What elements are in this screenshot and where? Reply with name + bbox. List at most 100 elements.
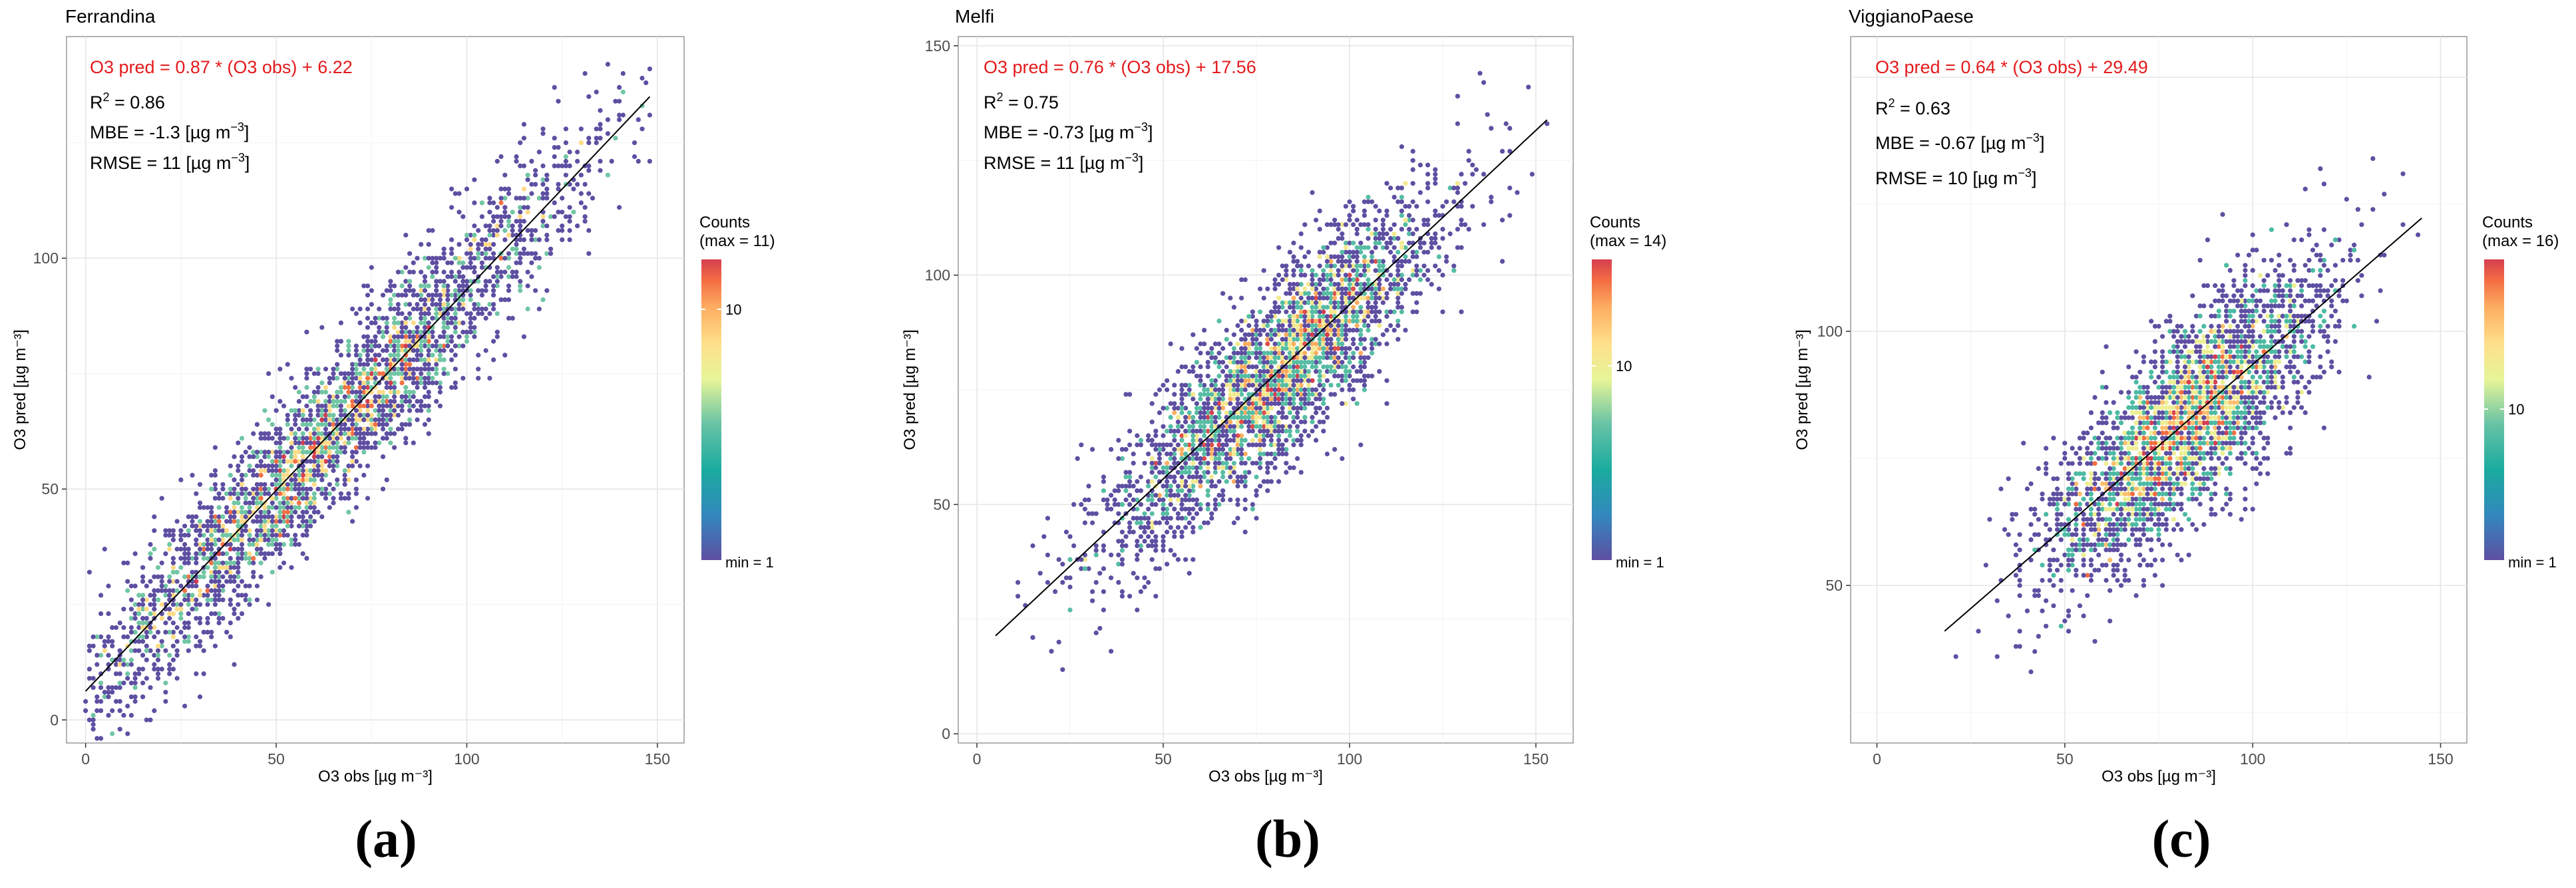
data-point [1212, 470, 1218, 475]
data-point [1295, 281, 1300, 287]
data-point [220, 523, 226, 529]
data-point [266, 602, 272, 607]
data-point [308, 422, 313, 427]
data-point [327, 436, 332, 441]
data-point [243, 597, 248, 603]
data-point [369, 431, 374, 436]
data-point [1399, 277, 1404, 283]
data-point [388, 440, 393, 446]
data-point [2126, 481, 2131, 486]
data-point [140, 574, 146, 579]
data-point [243, 450, 248, 455]
data-point [1314, 305, 1319, 310]
data-point [1037, 571, 1043, 576]
data-point [140, 620, 146, 626]
data-point [399, 325, 405, 330]
data-point [1183, 428, 1189, 434]
data-point [1216, 406, 1222, 411]
data-point [281, 436, 287, 441]
data-point [392, 339, 397, 344]
data-point [266, 528, 272, 533]
data-point [152, 611, 157, 617]
data-point [476, 241, 481, 247]
data-point [1205, 406, 1210, 411]
data-point [506, 255, 512, 261]
data-point [289, 500, 294, 506]
data-point [460, 214, 466, 220]
data-point [277, 533, 283, 538]
data-point [300, 422, 305, 427]
data-point [361, 334, 367, 339]
data-point [1302, 323, 1308, 329]
data-point [258, 496, 264, 501]
data-point [403, 384, 409, 390]
data-point [373, 408, 378, 413]
data-point [422, 357, 428, 363]
data-point [453, 279, 458, 284]
data-point [479, 288, 485, 293]
data-point [540, 191, 546, 196]
data-point [1391, 194, 1397, 200]
data-point [1198, 506, 1203, 512]
data-point [117, 680, 122, 686]
data-point [422, 394, 428, 400]
data-point [262, 528, 268, 533]
data-point [247, 468, 252, 474]
data-point [1172, 552, 1177, 557]
data-point [2201, 349, 2207, 355]
data-point [403, 376, 409, 381]
data-point [636, 117, 641, 122]
data-point [262, 436, 268, 441]
data-point [319, 491, 325, 496]
data-point [353, 389, 359, 395]
data-point [1153, 447, 1159, 452]
data-point [262, 482, 268, 487]
data-point [419, 339, 424, 344]
data-point [350, 412, 355, 418]
data-point [498, 255, 504, 261]
data-point [323, 403, 329, 408]
data-point [1343, 378, 1348, 383]
data-point [1343, 327, 1348, 333]
data-point [460, 274, 466, 279]
data-point [426, 293, 431, 298]
data-point [1399, 263, 1404, 269]
y-tick-label: 0 [942, 725, 950, 742]
data-point [319, 417, 325, 422]
data-point [1261, 369, 1266, 374]
data-point [186, 551, 191, 557]
data-point [266, 514, 272, 519]
data-point [2288, 309, 2293, 314]
data-point [453, 306, 458, 312]
data-point [1060, 667, 1065, 672]
data-point [285, 417, 290, 422]
data-point [1172, 410, 1177, 416]
data-point [380, 389, 386, 395]
data-point [304, 472, 309, 478]
data-point [1340, 249, 1345, 255]
data-point [83, 698, 89, 704]
data-point [2028, 481, 2034, 486]
data-point [1314, 387, 1319, 392]
data-point [2265, 471, 2271, 476]
data-point [494, 334, 500, 339]
data-point [353, 450, 359, 455]
data-point [479, 214, 485, 220]
data-point [422, 343, 428, 349]
data-point [1343, 314, 1348, 319]
data-point [365, 384, 371, 390]
data-point [315, 389, 321, 395]
data-point [262, 505, 268, 510]
data-point [1116, 580, 1121, 585]
data-point [258, 533, 264, 538]
data-point [289, 537, 294, 543]
data-point [293, 408, 298, 413]
data-point [1149, 479, 1155, 484]
data-point [1191, 479, 1196, 484]
data-point [644, 80, 649, 85]
data-point [1276, 433, 1282, 438]
data-point [277, 398, 283, 404]
data-point [102, 694, 107, 700]
data-point [1295, 259, 1300, 264]
